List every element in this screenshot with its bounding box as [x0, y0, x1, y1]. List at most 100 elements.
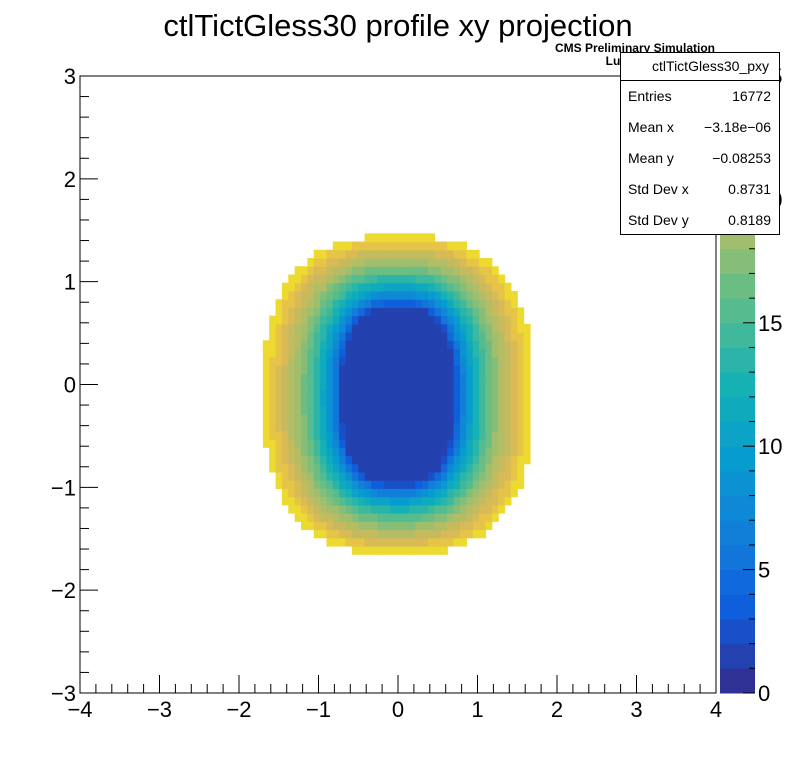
heatmap-cell — [485, 463, 493, 473]
x-tick-label: −1 — [306, 697, 331, 722]
heatmap-cell — [485, 455, 493, 465]
heatmap-cell — [332, 521, 340, 531]
heatmap-cell — [294, 496, 302, 506]
heatmap-cell — [491, 356, 499, 366]
heatmap-cell — [415, 529, 423, 539]
heatmap-cell — [453, 332, 461, 341]
heatmap-cell — [339, 529, 347, 539]
heatmap-cell — [351, 455, 359, 465]
heatmap-cell — [453, 274, 461, 284]
heatmap-cell — [491, 290, 499, 300]
heatmap-cell — [370, 307, 378, 317]
heatmap-cell — [345, 266, 353, 276]
heatmap-cell — [498, 340, 506, 350]
heatmap-cell — [358, 480, 366, 489]
heatmap-cell — [415, 463, 423, 473]
heatmap-cell — [453, 381, 461, 391]
heatmap-cell — [281, 430, 289, 440]
heatmap-cell — [364, 430, 372, 440]
heatmap-cell — [345, 258, 353, 267]
heatmap-cell — [370, 323, 378, 333]
heatmap-cell — [460, 480, 467, 489]
heatmap-cell — [332, 290, 340, 300]
heatmap-cell — [434, 389, 442, 399]
heatmap-cell — [301, 315, 308, 325]
heatmap-cell — [301, 471, 308, 481]
heatmap-cell — [313, 504, 321, 514]
heatmap-cell — [460, 340, 467, 350]
heatmap-cell — [472, 389, 480, 399]
heatmap-cell — [294, 299, 302, 308]
heatmap-cell — [370, 266, 378, 276]
heatmap-cell — [466, 430, 474, 440]
heatmap-cell — [415, 348, 423, 358]
heatmap-cell — [383, 521, 391, 531]
heatmap-cell — [491, 496, 499, 506]
heatmap-cell — [345, 373, 353, 383]
heatmap-cell — [402, 471, 410, 481]
heatmap-cell — [377, 447, 385, 457]
heatmap-cell — [485, 504, 493, 514]
heatmap-cell — [320, 348, 328, 358]
heatmap-cell — [358, 455, 366, 465]
heatmap-cell — [345, 274, 353, 284]
heatmap-cell — [301, 463, 308, 473]
heatmap-cell — [485, 513, 493, 522]
heatmap-cell — [460, 397, 467, 407]
heatmap-cell — [339, 389, 347, 399]
heatmap-cell — [288, 480, 296, 489]
heatmap-cell — [313, 274, 321, 284]
heatmap-cell — [415, 274, 423, 284]
heatmap-cell — [364, 356, 372, 366]
heatmap-cell — [428, 521, 436, 531]
heatmap-cell — [402, 496, 410, 506]
heatmap-cell — [472, 406, 480, 415]
heatmap-cell — [460, 290, 467, 300]
heatmap-cell — [472, 307, 480, 317]
heatmap-cell — [383, 496, 391, 506]
heatmap-cell — [421, 332, 429, 341]
heatmap-cell — [460, 332, 467, 341]
heatmap-cell — [377, 513, 385, 522]
heatmap-cell — [504, 455, 512, 465]
heatmap-cell — [428, 537, 436, 547]
heatmap-cell — [453, 356, 461, 366]
heatmap-cell — [479, 521, 487, 531]
heatmap-cell — [294, 364, 302, 374]
heatmap-cell — [479, 373, 487, 383]
heatmap-cell — [428, 422, 436, 432]
heatmap-cell — [402, 529, 410, 539]
heatmap-cell — [491, 348, 499, 358]
heatmap-cell — [377, 233, 385, 243]
heatmap-cell — [447, 299, 455, 308]
heatmap-cell — [345, 463, 353, 473]
heatmap-cell — [313, 373, 321, 383]
heatmap-cell — [434, 397, 442, 407]
heatmap-cell — [415, 373, 423, 383]
heatmap-cell — [301, 282, 308, 292]
heatmap-cell — [421, 537, 429, 547]
heatmap-cell — [510, 348, 518, 358]
heatmap-cell — [485, 496, 493, 506]
heatmap-cell — [434, 249, 442, 259]
heatmap-cell — [262, 373, 270, 383]
heatmap-cell — [409, 447, 417, 457]
heatmap-cell — [453, 282, 461, 292]
heatmap-cell — [358, 249, 366, 259]
heatmap-cell — [351, 274, 359, 284]
heatmap-cell — [281, 356, 289, 366]
heatmap-cell — [390, 537, 398, 547]
heatmap-cell — [281, 496, 289, 506]
heatmap-cell — [320, 356, 328, 366]
heatmap-cell — [466, 323, 474, 333]
heatmap-cell — [377, 414, 385, 424]
heatmap-cell — [472, 340, 480, 350]
heatmap-cell — [320, 397, 328, 407]
heatmap-cell — [390, 233, 398, 243]
heatmap-cell — [415, 513, 423, 522]
heatmap-cell — [517, 439, 525, 448]
heatmap-cell — [440, 545, 448, 555]
heatmap-cell — [262, 356, 270, 366]
heatmap-cell — [453, 439, 461, 448]
heatmap-cell — [307, 406, 315, 415]
